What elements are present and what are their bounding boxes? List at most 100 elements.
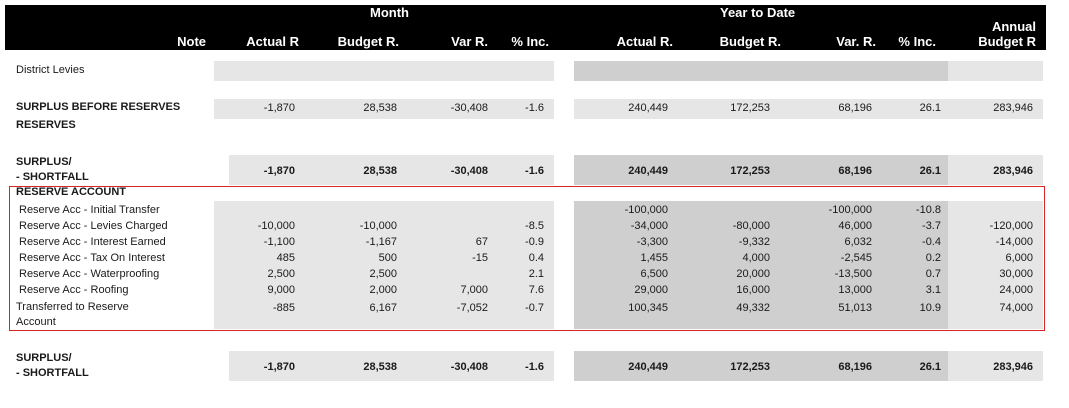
table-cell: 28,538 (363, 361, 397, 373)
table-cell: 20,000 (736, 268, 770, 280)
table-cell: -14,000 (995, 236, 1033, 248)
reserve-highlight (9, 186, 1045, 331)
col-budget: Budget R. (337, 34, 399, 49)
col-actual: Actual R (246, 34, 299, 49)
table-cell: 100,345 (628, 302, 668, 314)
col-pct: % Inc. (511, 34, 549, 49)
table-cell: -3.7 (922, 220, 941, 232)
table-cell: 29,000 (634, 284, 668, 296)
table-cell: 2,000 (369, 284, 397, 296)
col-note: Note (177, 34, 206, 49)
table-cell: -2,545 (840, 252, 872, 264)
col-ytd-var: Var. R. (836, 34, 876, 49)
table-cell: 3.1 (925, 284, 941, 296)
table-cell: -1,167 (365, 236, 397, 248)
table-cell: -80,000 (732, 220, 770, 232)
reserve-row-label: Reserve Acc - Tax On Interest (19, 252, 165, 264)
table-cell: 240,449 (628, 361, 668, 373)
table-cell: -100,000 (624, 204, 668, 216)
table-cell: 0.4 (528, 252, 544, 264)
band-sbr-month (214, 99, 554, 119)
table-cell: 74,000 (999, 302, 1033, 314)
table-cell: -34,000 (630, 220, 668, 232)
band-levies-annual (948, 61, 1043, 81)
band-s1-annual (948, 155, 1043, 185)
table-cell: 9,000 (267, 284, 295, 296)
table-cell: 240,449 (628, 102, 668, 114)
reserves-label: RESERVES (16, 119, 76, 131)
col-var: Var R. (451, 34, 488, 49)
shortfall-label: - SHORTFALL (16, 171, 89, 183)
band-s2-annual (948, 351, 1043, 381)
table-cell: 6,167 (369, 302, 397, 314)
surplus-label-2: SURPLUS/ (16, 352, 72, 364)
band-s2-ytd (574, 351, 948, 381)
reserve-row-label: Reserve Acc - Waterproofing (19, 268, 160, 280)
table-cell: -10,000 (257, 220, 295, 232)
table-cell: 67 (475, 236, 488, 248)
table-cell: 6,000 (1005, 252, 1033, 264)
table-cell: 26.1 (919, 165, 941, 177)
table-cell: 2.1 (528, 268, 544, 280)
band-s1-month (229, 155, 554, 185)
table-cell: 2,500 (369, 268, 397, 280)
month-group-header: Month (370, 5, 409, 20)
band-res-month (214, 201, 554, 329)
ytd-group-header: Year to Date (720, 5, 796, 20)
table-cell: -1.6 (525, 102, 544, 114)
table-cell: -30,408 (450, 361, 488, 373)
table-cell: 172,253 (730, 165, 770, 177)
table-cell: 24,000 (999, 284, 1033, 296)
table-cell: 26.1 (919, 361, 941, 373)
transfer-label-2: Account (16, 316, 56, 328)
table-cell: -1.6 (525, 361, 544, 373)
col-ytd-budget: Budget R. (719, 34, 781, 49)
table-cell: 16,000 (736, 284, 770, 296)
table-cell: -7,052 (456, 302, 488, 314)
table-cell: 68,196 (838, 361, 872, 373)
table-cell: -13,500 (834, 268, 872, 280)
table-cell: 7,000 (460, 284, 488, 296)
table-cell: -1,870 (263, 102, 295, 114)
table-cell: 0.7 (925, 268, 941, 280)
reserve-row-label: Reserve Acc - Interest Earned (19, 236, 166, 248)
table-cell: 283,946 (993, 165, 1033, 177)
table-cell: 46,000 (838, 220, 872, 232)
table-cell: 172,253 (730, 361, 770, 373)
table-cell: 1,455 (640, 252, 668, 264)
table-cell: -1,870 (263, 165, 295, 177)
table-cell: -3,300 (636, 236, 668, 248)
table-cell: -15 (472, 252, 488, 264)
table-cell: 28,538 (363, 165, 397, 177)
transfer-label-1: Transferred to Reserve (16, 301, 129, 313)
table-cell: -10.8 (915, 204, 941, 216)
table-cell: -10,000 (359, 220, 397, 232)
col-annual-1: Annual (991, 19, 1036, 34)
table-cell: 172,253 (730, 102, 770, 114)
table-cell: 6,500 (640, 268, 668, 280)
table-cell: 485 (276, 252, 295, 264)
table-cell: 7.6 (528, 284, 544, 296)
table-cell: 6,032 (844, 236, 872, 248)
band-levies-month (214, 61, 554, 81)
table-cell: -100,000 (828, 204, 872, 216)
reserve-row-label: Reserve Acc - Levies Charged (19, 220, 168, 232)
table-cell: 68,196 (838, 165, 872, 177)
table-cell: 49,332 (736, 302, 770, 314)
table-cell: -30,408 (450, 102, 488, 114)
shortfall-label-2: - SHORTFALL (16, 367, 89, 379)
table-cell: 26.1 (919, 102, 941, 114)
col-ytd-actual: Actual R. (616, 34, 673, 49)
table-cell: 13,000 (838, 284, 872, 296)
table-cell: 30,000 (999, 268, 1033, 280)
table-cell: -0.7 (525, 302, 544, 314)
table-cell: -120,000 (989, 220, 1033, 232)
surplus-label: SURPLUS/ (16, 156, 72, 168)
band-levies-ytd (574, 61, 948, 81)
band-res-annual (948, 201, 1043, 329)
table-cell: 0.2 (925, 252, 941, 264)
table-cell: 240,449 (628, 165, 668, 177)
table-cell: -885 (272, 302, 295, 314)
table-cell: -8.5 (525, 220, 544, 232)
table-cell: 10.9 (919, 302, 941, 314)
